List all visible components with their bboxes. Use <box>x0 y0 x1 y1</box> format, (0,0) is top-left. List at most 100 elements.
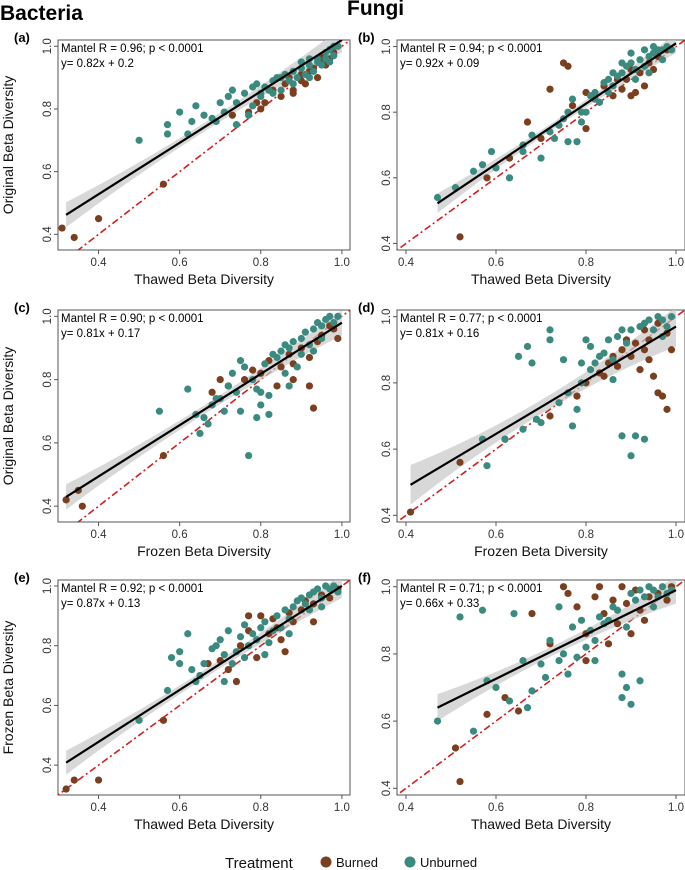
point-unburned <box>537 419 545 427</box>
point-burned <box>456 777 464 786</box>
point-unburned <box>188 665 196 674</box>
point-unburned <box>220 407 228 415</box>
panel-label: (b) <box>358 30 375 45</box>
point-burned <box>273 382 281 390</box>
point-unburned <box>236 633 245 641</box>
point-unburned <box>167 654 176 662</box>
point-unburned <box>523 342 532 351</box>
point-unburned <box>618 432 626 440</box>
point-unburned <box>245 111 253 119</box>
point-unburned <box>645 69 653 77</box>
mantel-annotation: Mantel R = 0.96; p < 0.0001 <box>61 43 204 55</box>
x-tick-label: 1.0 <box>334 529 350 541</box>
point-unburned <box>658 316 667 324</box>
point-unburned <box>253 413 261 422</box>
x-tick-label: 1.0 <box>668 529 684 541</box>
point-unburned <box>555 657 563 665</box>
point-unburned <box>192 102 200 110</box>
point-unburned <box>269 89 277 97</box>
point-unburned <box>523 704 532 712</box>
point-unburned <box>305 61 314 69</box>
point-unburned <box>326 312 334 320</box>
point-unburned <box>546 336 554 344</box>
point-unburned <box>293 74 301 82</box>
point-burned <box>159 716 168 724</box>
point-unburned <box>636 677 644 685</box>
y-tick-label: 0.8 <box>42 101 54 117</box>
panel-grid: 0.4 0.6 0.8 1.0 0.4 0.6 0.8 1.0 Thawed Beta Dive… <box>0 30 685 832</box>
point-burned <box>289 86 297 94</box>
y-tick-label: 0.4 <box>42 226 54 243</box>
point-unburned <box>528 687 536 695</box>
point-burned <box>216 376 224 384</box>
point-unburned <box>285 382 293 390</box>
point-unburned <box>318 322 326 330</box>
point-burned <box>595 583 604 591</box>
x-tick-label: 0.8 <box>578 529 594 541</box>
x-tick-label: 0.4 <box>91 802 108 814</box>
point-unburned <box>249 630 257 638</box>
regression-line <box>65 321 343 498</box>
x-tick-label: 0.8 <box>578 802 594 814</box>
point-unburned <box>309 67 318 75</box>
point-unburned <box>604 336 613 344</box>
point-burned <box>640 616 649 624</box>
point-unburned <box>163 121 172 129</box>
point-unburned <box>649 603 658 611</box>
y-tick-label: 1.0 <box>42 308 54 324</box>
point-unburned <box>309 347 318 355</box>
x-tick-label: 0.4 <box>91 257 108 269</box>
y-tick-label: 1.0 <box>381 39 393 55</box>
point-unburned <box>301 328 309 336</box>
point-burned <box>240 376 249 384</box>
point-unburned <box>573 405 581 413</box>
point-unburned <box>330 319 338 327</box>
point-unburned <box>285 630 293 638</box>
x-tick-label: 0.6 <box>172 529 188 541</box>
point-unburned <box>582 643 590 651</box>
legend-burned-marker <box>320 856 332 868</box>
mantel-annotation: Mantel R = 0.90; p < 0.0001 <box>61 313 204 325</box>
point-unburned <box>330 582 338 590</box>
y-tick-label: 0.6 <box>42 164 54 180</box>
point-unburned <box>663 322 671 331</box>
point-unburned <box>318 603 326 611</box>
point-unburned <box>305 74 314 82</box>
point-unburned <box>309 325 318 333</box>
panel-b: 0.4 0.6 0.8 1.0 0.4 0.6 0.8 1.0 Thawed Beta Dive… <box>358 30 685 287</box>
point-burned <box>546 85 554 93</box>
point-burned <box>277 636 285 644</box>
y-axis-title: Original Beta Diversity <box>0 76 16 215</box>
point-unburned <box>176 648 184 656</box>
point-burned <box>573 392 581 400</box>
y-tick-label: 0.4 <box>381 507 393 524</box>
point-burned <box>159 180 168 188</box>
point-unburned <box>478 606 487 614</box>
y-tick-label: 1.0 <box>381 309 393 325</box>
point-burned <box>514 707 523 715</box>
point-unburned <box>577 108 586 116</box>
point-unburned <box>600 349 608 357</box>
point-burned <box>159 451 168 460</box>
point-unburned <box>456 613 464 621</box>
point-unburned <box>216 99 224 107</box>
point-unburned <box>224 92 232 101</box>
equation-annotation: y= 0.81x + 0.17 <box>61 328 140 340</box>
point-unburned <box>155 407 163 415</box>
point-unburned <box>627 700 635 708</box>
point-burned <box>309 618 318 626</box>
point-unburned <box>297 350 305 358</box>
point-burned <box>78 502 86 510</box>
point-unburned <box>609 356 617 364</box>
point-unburned <box>577 118 586 126</box>
panel-a: 0.4 0.6 0.8 1.0 0.4 0.6 0.8 1.0 Thawed Beta Dive… <box>0 30 351 287</box>
y-tick-label: 0.6 <box>381 441 393 457</box>
mantel-annotation: Mantel R = 0.92; p < 0.0001 <box>61 583 204 595</box>
point-burned <box>627 630 635 638</box>
x-axis-title: Thawed Beta Diversity <box>134 816 274 832</box>
point-burned <box>600 372 608 380</box>
panel-label: (e) <box>14 570 30 585</box>
point-burned <box>618 583 626 591</box>
point-unburned <box>176 660 184 668</box>
point-unburned <box>301 600 309 608</box>
